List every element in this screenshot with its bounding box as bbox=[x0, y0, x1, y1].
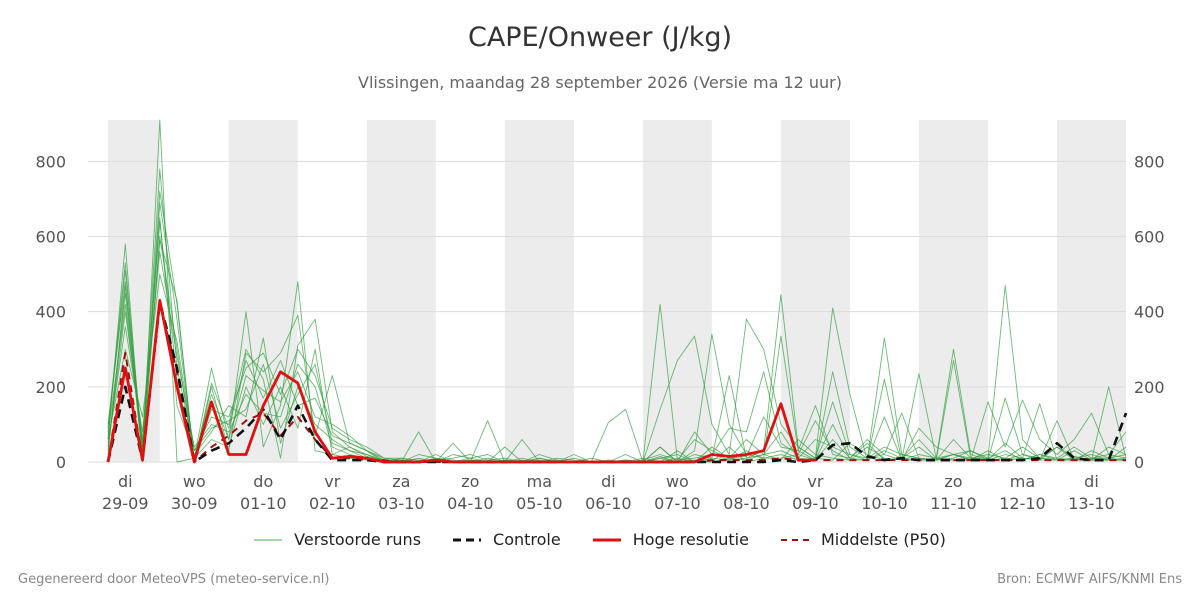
y-tick-label-left: 0 bbox=[56, 453, 66, 472]
x-tick-date: 06-10 bbox=[585, 494, 632, 513]
x-tick-day: za bbox=[875, 472, 893, 491]
series-line-ensemble bbox=[107, 217, 1127, 463]
y-tick-label-right: 400 bbox=[1134, 303, 1165, 322]
x-tick-date: 01-10 bbox=[240, 494, 287, 513]
legend-item-control[interactable]: Controle bbox=[453, 530, 561, 549]
x-tick-day: di bbox=[118, 472, 133, 491]
day-shade bbox=[918, 120, 988, 462]
legend-label-hires: Hoge resolutie bbox=[632, 530, 749, 549]
x-tick-date: 02-10 bbox=[309, 494, 356, 513]
x-tick-day: vr bbox=[324, 472, 340, 491]
y-tick-label-right: 0 bbox=[1134, 453, 1144, 472]
day-shade bbox=[366, 120, 436, 462]
x-tick-day: vr bbox=[807, 472, 823, 491]
x-tick-date: 07-10 bbox=[654, 494, 701, 513]
y-tick-label-left: 200 bbox=[35, 378, 66, 397]
x-tick-date: 12-10 bbox=[999, 494, 1046, 513]
x-tick-day: wo bbox=[666, 472, 689, 491]
legend-item-ensemble[interactable]: Verstoorde runs bbox=[254, 530, 421, 549]
day-shade bbox=[1056, 120, 1126, 462]
x-tick-date: 30-09 bbox=[171, 494, 218, 513]
x-tick-day: di bbox=[1084, 472, 1099, 491]
series-line-hires bbox=[106, 299, 816, 464]
x-tick-date: 29-09 bbox=[102, 494, 149, 513]
x-tick-date: 03-10 bbox=[378, 494, 425, 513]
x-tick-day: wo bbox=[183, 472, 206, 491]
x-tick-day: zo bbox=[944, 472, 962, 491]
x-tick-day: di bbox=[601, 472, 616, 491]
legend-swatch-median bbox=[780, 538, 809, 541]
x-tick-day: ma bbox=[527, 472, 552, 491]
y-tick-label-right: 800 bbox=[1134, 152, 1165, 171]
x-tick-date: 04-10 bbox=[447, 494, 494, 513]
x-tick-date: 11-10 bbox=[930, 494, 977, 513]
x-tick-date: 10-10 bbox=[861, 494, 908, 513]
footer-generator: Gegenereerd door MeteoVPS (meteo-service… bbox=[18, 572, 330, 587]
series-line-control bbox=[106, 301, 1128, 464]
x-tick-date: 08-10 bbox=[723, 494, 770, 513]
x-tick-day: za bbox=[392, 472, 410, 491]
legend-label-ensemble: Verstoorde runs bbox=[294, 530, 422, 549]
legend-item-hires[interactable]: Hoge resolutie bbox=[592, 530, 749, 549]
y-tick-label-left: 800 bbox=[35, 152, 66, 171]
chart-legend: Verstoorde runs Controle Hoge resolutie … bbox=[0, 530, 1200, 549]
chart-title: CAPE/Onweer (J/kg) bbox=[467, 22, 732, 53]
chart-subtitle: Vlissingen, maandag 28 september 2026 (V… bbox=[358, 73, 842, 92]
legend-label-median: Middelste (P50) bbox=[820, 530, 946, 549]
x-tick-day: zo bbox=[461, 472, 479, 491]
x-tick-day: do bbox=[736, 472, 756, 491]
day-shade bbox=[780, 120, 850, 462]
day-shade bbox=[642, 120, 712, 462]
y-tick-label-left: 400 bbox=[35, 303, 66, 322]
day-shade bbox=[504, 120, 574, 462]
x-tick-date: 09-10 bbox=[792, 494, 839, 513]
legend-swatch-hires bbox=[592, 538, 621, 541]
legend-item-median[interactable]: Middelste (P50) bbox=[780, 530, 946, 549]
legend-label-control: Controle bbox=[493, 530, 561, 549]
y-tick-label-right: 600 bbox=[1134, 228, 1165, 247]
x-tick-date: 13-10 bbox=[1068, 494, 1115, 513]
x-tick-day: do bbox=[253, 472, 273, 491]
footer-source: Bron: ECMWF AIFS/KNMI Ens bbox=[997, 572, 1182, 587]
legend-swatch-control bbox=[453, 538, 482, 541]
legend-swatch-ensemble bbox=[254, 539, 283, 540]
y-tick-label-right: 200 bbox=[1134, 378, 1165, 397]
y-tick-label-left: 600 bbox=[35, 228, 66, 247]
x-tick-date: 05-10 bbox=[516, 494, 563, 513]
x-tick-day: ma bbox=[1010, 472, 1035, 491]
